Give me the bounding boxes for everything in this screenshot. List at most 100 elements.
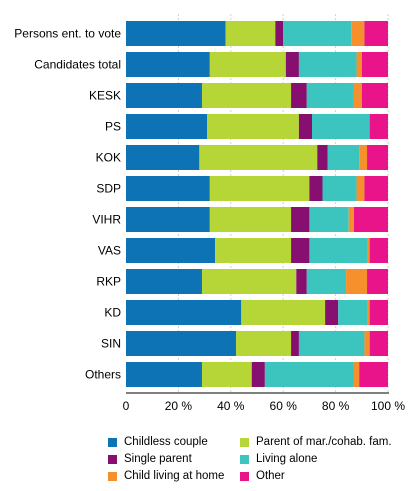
bar-segment <box>306 269 347 294</box>
bar-segment <box>298 114 313 139</box>
legend-swatch <box>240 471 249 481</box>
bar-segment <box>291 207 310 232</box>
bar-segment <box>264 362 354 387</box>
bar-segment <box>201 83 292 108</box>
bar-segment <box>356 52 362 77</box>
legend-swatch <box>108 437 117 447</box>
category-label: Candidates total <box>34 58 121 72</box>
bar-segment <box>126 83 202 108</box>
bar-segment <box>209 207 292 232</box>
bar-segment <box>209 176 310 201</box>
legend-item: Child living at home <box>108 468 240 484</box>
legend-item: Single parent <box>108 451 240 467</box>
bar-segment <box>209 52 286 77</box>
bar-segment <box>298 52 357 77</box>
category-label: SIN <box>101 337 121 351</box>
bar-segment <box>309 176 323 201</box>
bar-segment <box>126 145 200 170</box>
bar-segment <box>364 176 388 201</box>
x-tick-label: 40 % <box>217 399 245 413</box>
bar-segment <box>309 207 349 232</box>
x-tick-label: 100 % <box>371 399 405 413</box>
legend-swatch <box>108 454 117 464</box>
bar-segment <box>325 300 339 325</box>
bar-segment <box>367 145 388 170</box>
legend-label: Other <box>256 470 285 482</box>
bar-segment <box>291 83 307 108</box>
x-tick-labels: 0 20 % 40 % 60 % 80 % 100 % <box>123 399 406 413</box>
bar-segment <box>367 269 388 294</box>
stacked-bar-chart: Persons ent. to vote Candidates total KESK… <box>14 14 406 413</box>
legend-label: Living alone <box>256 453 318 465</box>
bar-segment <box>126 114 208 139</box>
bar-segment <box>236 331 292 356</box>
legend-item: Parent of mar./cohab. fam. <box>240 434 408 450</box>
bar-segment <box>126 362 202 387</box>
legend-item: Living alone <box>240 451 408 467</box>
bar-segment <box>275 21 284 46</box>
bar-segment <box>225 21 276 46</box>
category-label: VIHR <box>92 213 121 227</box>
bars <box>126 21 388 387</box>
bar-segment <box>361 83 388 108</box>
x-tick-label: 20 % <box>165 399 193 413</box>
bar-segment <box>309 238 368 263</box>
bar-segment <box>348 207 354 232</box>
bar-segment <box>353 83 362 108</box>
bar-segment <box>361 52 388 77</box>
bar-segment <box>364 331 370 356</box>
bar-segment <box>367 300 370 325</box>
legend-swatch <box>108 471 117 481</box>
bar-segment <box>312 114 370 139</box>
bar-segment <box>199 145 318 170</box>
bar-segment <box>285 52 299 77</box>
category-label: KD <box>104 306 121 320</box>
grid-lines <box>177 14 389 393</box>
bar-segment <box>291 331 299 356</box>
category-label: PS <box>105 120 121 134</box>
legend-label: Single parent <box>124 453 192 465</box>
bar-segment <box>126 176 210 201</box>
bar-segment <box>353 362 360 387</box>
bar-segment <box>126 52 210 77</box>
bar-segment <box>306 83 354 108</box>
bar-segment <box>317 145 328 170</box>
bar-segment <box>351 21 365 46</box>
bar-segment <box>126 21 226 46</box>
bar-segment <box>251 362 265 387</box>
category-label: KOK <box>96 151 121 165</box>
category-label: SDP <box>96 182 121 196</box>
bar-segment <box>353 207 388 232</box>
bar-segment <box>126 269 202 294</box>
bar-segment <box>283 21 352 46</box>
bar-segment <box>364 21 388 46</box>
bar-segment <box>296 269 307 294</box>
bar-segment <box>367 238 370 263</box>
bar-segment <box>327 145 360 170</box>
legend-swatch <box>240 454 249 464</box>
x-tick-label: 80 % <box>322 399 350 413</box>
bar-segment <box>126 331 237 356</box>
bar-segment <box>359 362 388 387</box>
bar-segment <box>291 238 310 263</box>
legend-label: Childless couple <box>124 436 208 448</box>
bar-segment <box>126 207 210 232</box>
category-label: Others <box>85 368 121 382</box>
bar-segment <box>126 238 216 263</box>
bar-segment <box>369 331 388 356</box>
bar-segment <box>369 114 388 139</box>
bar-segment <box>369 238 388 263</box>
category-label: VAS <box>98 244 121 258</box>
bar-segment <box>207 114 299 139</box>
bar-segment <box>369 300 388 325</box>
category-labels: Persons ent. to vote Candidates total KESK… <box>14 27 121 382</box>
category-label: KESK <box>89 89 121 103</box>
bar-segment <box>201 269 297 294</box>
legend: Childless couple Parent of mar./cohab. f… <box>108 434 408 484</box>
legend-label: Child living at home <box>124 470 225 482</box>
bar-segment <box>201 362 252 387</box>
bar-segment <box>356 176 365 201</box>
legend-swatch <box>240 437 249 447</box>
legend-item: Childless couple <box>108 434 240 450</box>
bar-segment <box>298 331 365 356</box>
